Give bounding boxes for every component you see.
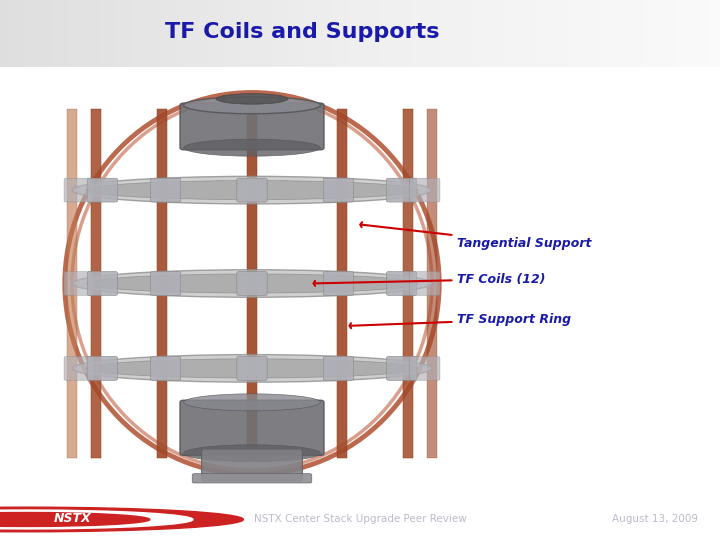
Ellipse shape [86,180,418,200]
FancyBboxPatch shape [387,178,417,202]
FancyBboxPatch shape [247,110,257,457]
FancyBboxPatch shape [87,272,117,295]
Ellipse shape [86,274,418,293]
FancyBboxPatch shape [157,110,167,457]
FancyBboxPatch shape [87,272,117,295]
Ellipse shape [72,177,432,204]
FancyBboxPatch shape [150,178,181,202]
FancyBboxPatch shape [150,272,181,295]
FancyBboxPatch shape [237,356,267,380]
FancyBboxPatch shape [237,272,267,295]
FancyBboxPatch shape [180,400,324,455]
Text: August 13, 2009: August 13, 2009 [613,514,698,524]
FancyBboxPatch shape [323,272,354,295]
FancyBboxPatch shape [410,272,440,295]
Ellipse shape [72,355,432,382]
FancyBboxPatch shape [237,356,267,380]
FancyBboxPatch shape [202,449,302,481]
FancyBboxPatch shape [247,110,257,457]
Text: Tangential Support: Tangential Support [361,222,592,249]
FancyBboxPatch shape [237,272,267,295]
FancyBboxPatch shape [64,272,94,295]
FancyBboxPatch shape [237,178,267,202]
FancyBboxPatch shape [180,103,324,150]
Text: NSTX Center Stack Upgrade Peer Review: NSTX Center Stack Upgrade Peer Review [253,514,467,524]
FancyBboxPatch shape [337,110,347,457]
FancyBboxPatch shape [410,356,440,380]
FancyBboxPatch shape [323,356,354,380]
FancyBboxPatch shape [387,272,417,295]
Circle shape [0,512,150,526]
Text: TF Coils (12): TF Coils (12) [314,273,546,286]
FancyBboxPatch shape [427,110,437,457]
FancyBboxPatch shape [323,178,354,202]
Ellipse shape [184,97,320,114]
Ellipse shape [86,359,418,378]
FancyBboxPatch shape [64,178,94,202]
FancyBboxPatch shape [237,178,267,202]
FancyBboxPatch shape [91,110,101,457]
Text: TF Support Ring: TF Support Ring [350,313,572,328]
FancyBboxPatch shape [91,110,101,457]
Ellipse shape [184,394,320,411]
Text: TF Coils and Supports: TF Coils and Supports [165,22,440,43]
FancyBboxPatch shape [410,178,440,202]
FancyBboxPatch shape [67,110,77,457]
FancyBboxPatch shape [87,178,117,202]
Ellipse shape [72,269,432,298]
Ellipse shape [184,139,320,156]
FancyBboxPatch shape [323,356,354,380]
FancyBboxPatch shape [403,110,413,457]
FancyBboxPatch shape [87,356,117,380]
FancyBboxPatch shape [192,474,312,483]
FancyBboxPatch shape [150,272,181,295]
Circle shape [0,510,193,529]
FancyBboxPatch shape [64,356,94,380]
FancyBboxPatch shape [387,356,417,380]
Ellipse shape [184,445,320,462]
FancyBboxPatch shape [387,178,417,202]
FancyBboxPatch shape [387,272,417,295]
FancyBboxPatch shape [403,110,413,457]
FancyBboxPatch shape [157,110,167,457]
FancyBboxPatch shape [150,356,181,380]
Text: NSTX: NSTX [54,512,91,525]
FancyBboxPatch shape [150,356,181,380]
FancyBboxPatch shape [87,356,117,380]
FancyBboxPatch shape [87,178,117,202]
FancyBboxPatch shape [323,178,354,202]
FancyBboxPatch shape [150,178,181,202]
FancyBboxPatch shape [323,272,354,295]
FancyBboxPatch shape [337,110,347,457]
Circle shape [0,507,243,532]
Ellipse shape [216,93,288,104]
FancyBboxPatch shape [387,356,417,380]
